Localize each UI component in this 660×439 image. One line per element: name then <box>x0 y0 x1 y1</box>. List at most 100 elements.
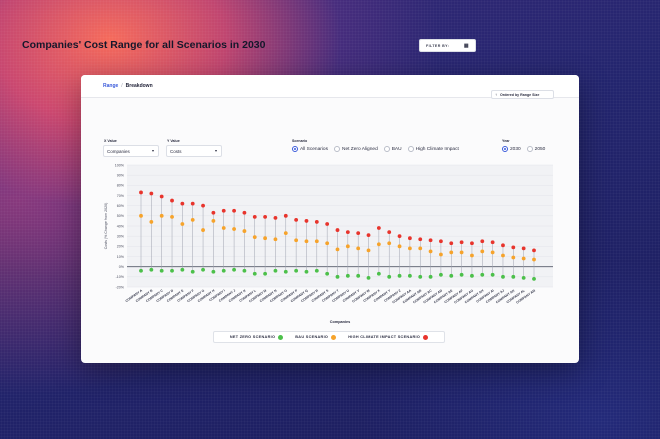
point-bau <box>532 257 536 262</box>
chart-legend: NET ZERO SCENARIO BAU SCENARIO HIGH CLIM… <box>213 331 445 343</box>
filter-by-label: FILTER BY: <box>426 43 450 48</box>
point-bau <box>376 242 381 247</box>
legend-swatch <box>278 334 284 340</box>
point-bau <box>201 228 205 232</box>
point-net-zero <box>407 273 412 278</box>
point-bau <box>501 253 505 258</box>
point-bau <box>159 213 164 218</box>
point-bau <box>170 214 174 219</box>
point-high-climate-impact <box>304 219 309 223</box>
point-high-climate-impact <box>511 245 516 250</box>
point-net-zero <box>159 268 164 273</box>
point-high-climate-impact <box>490 240 495 245</box>
point-bau <box>521 256 526 261</box>
point-net-zero <box>149 267 154 272</box>
point-high-climate-impact <box>449 241 454 246</box>
radio-dot <box>407 146 414 152</box>
y-tick-label: -10% <box>116 275 125 279</box>
radio-label: High Climate Impact <box>415 146 459 152</box>
y-value-selected: Costs <box>170 149 182 154</box>
point-bau <box>459 250 464 255</box>
radio-high-climate-impact[interactable]: High Climate Impact <box>407 146 459 152</box>
y-tick-label: 30% <box>117 234 125 238</box>
point-high-climate-impact <box>201 203 205 208</box>
point-high-climate-impact <box>335 228 340 232</box>
point-bau <box>252 235 257 240</box>
point-high-climate-impact <box>190 201 195 206</box>
scenario-label: Scenario <box>292 139 308 143</box>
point-high-climate-impact <box>221 208 226 213</box>
chevron-down-icon: ▾ <box>151 148 154 153</box>
y-tick-label: 90% <box>117 173 125 177</box>
breadcrumb-separator: / <box>121 83 123 89</box>
radio-year-2050[interactable]: 2050 <box>526 146 546 152</box>
point-high-climate-impact <box>232 208 236 213</box>
point-net-zero <box>470 273 474 278</box>
point-net-zero <box>221 268 226 273</box>
y-tick-label: 20% <box>117 245 125 249</box>
point-net-zero <box>335 274 340 279</box>
top-bar: Range / Breakdown <box>81 75 579 98</box>
point-net-zero <box>345 273 350 278</box>
radio-year-2030[interactable]: 2030 <box>502 146 521 152</box>
point-bau <box>335 247 340 252</box>
point-net-zero <box>294 268 299 273</box>
radio-label: 2050 <box>534 146 546 152</box>
point-net-zero <box>449 273 454 278</box>
point-net-zero <box>304 269 309 274</box>
point-net-zero <box>501 274 505 279</box>
point-bau <box>283 231 288 236</box>
radio-label: 2030 <box>510 146 521 152</box>
x-value-selected: Companies <box>107 149 130 154</box>
point-net-zero <box>273 268 278 273</box>
radio-dot-selected <box>502 146 508 152</box>
radio-bau[interactable]: BAU <box>383 146 402 152</box>
x-value-label: X Value <box>104 139 117 143</box>
radio-dot <box>334 146 340 152</box>
point-bau <box>139 213 143 218</box>
radio-label: All Scenarios <box>300 146 328 152</box>
point-high-climate-impact <box>532 248 536 253</box>
breadcrumb-breakdown[interactable]: Breakdown <box>125 83 153 89</box>
point-bau <box>428 249 433 254</box>
point-bau <box>470 253 474 258</box>
point-bau <box>190 218 195 222</box>
point-bau <box>211 219 216 223</box>
point-net-zero <box>232 267 236 272</box>
point-net-zero <box>459 272 464 277</box>
point-high-climate-impact <box>159 194 164 199</box>
point-high-climate-impact <box>139 190 143 195</box>
point-bau <box>180 222 185 226</box>
point-bau <box>263 236 268 241</box>
point-high-climate-impact <box>294 218 299 222</box>
x-value-select[interactable]: Companies ▾ <box>103 145 159 157</box>
point-high-climate-impact <box>325 222 330 226</box>
y-value-select[interactable]: Costs ▾ <box>166 145 222 157</box>
point-high-climate-impact <box>470 241 474 246</box>
point-bau <box>273 237 278 242</box>
point-net-zero <box>242 268 247 273</box>
point-high-climate-impact <box>439 239 443 244</box>
point-high-climate-impact <box>397 234 402 239</box>
y-tick-label: 0% <box>119 265 125 269</box>
point-high-climate-impact <box>387 230 392 235</box>
point-bau <box>232 227 236 231</box>
ordered-by-button[interactable]: ↑ Ordered by Range Size <box>491 90 554 99</box>
point-bau <box>221 226 226 230</box>
point-net-zero <box>139 268 143 273</box>
radio-all-scenarios[interactable]: All Scenarios <box>292 146 328 152</box>
breadcrumb-range[interactable]: Range <box>103 83 119 89</box>
y-tick-label: -20% <box>116 285 125 289</box>
point-bau <box>407 246 412 251</box>
legend-swatch <box>331 334 337 340</box>
x-axis-label: Companies <box>330 320 350 324</box>
point-net-zero <box>263 271 268 276</box>
point-bau <box>356 246 361 251</box>
radio-dot <box>526 146 533 152</box>
radio-net-zero-aligned[interactable]: Net Zero Aligned <box>334 146 378 152</box>
point-net-zero <box>170 268 174 273</box>
point-net-zero <box>283 269 288 274</box>
point-net-zero <box>252 271 257 276</box>
filter-by-button[interactable]: FILTER BY: ▦ <box>419 39 476 52</box>
